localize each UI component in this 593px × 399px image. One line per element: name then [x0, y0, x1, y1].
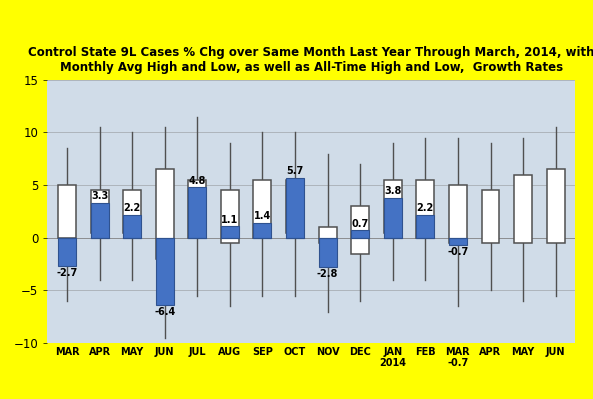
Bar [123, 190, 141, 233]
Text: -2.7: -2.7 [56, 268, 78, 278]
Text: -6.4: -6.4 [154, 307, 176, 317]
Bar [253, 180, 272, 238]
Bar [91, 190, 109, 233]
Text: APR: APR [88, 348, 111, 358]
Text: 2.2: 2.2 [123, 203, 141, 213]
Text: 2.2: 2.2 [417, 203, 434, 213]
Bar [351, 231, 369, 238]
Bar [189, 187, 206, 238]
Bar [156, 238, 174, 305]
Text: APR: APR [480, 348, 502, 358]
Bar [58, 185, 76, 238]
Text: JUN: JUN [155, 348, 174, 358]
Bar [221, 226, 239, 238]
Bar [318, 238, 337, 267]
Text: OCT: OCT [284, 348, 306, 358]
Text: 3.3: 3.3 [91, 192, 108, 201]
Bar [384, 180, 401, 233]
Bar [416, 215, 434, 238]
Bar [351, 206, 369, 254]
Text: 1.4: 1.4 [254, 211, 271, 221]
Bar [253, 223, 272, 238]
Text: AUG: AUG [218, 348, 241, 358]
Bar [449, 185, 467, 243]
Text: FEB: FEB [415, 348, 436, 358]
Bar [58, 238, 76, 266]
Text: JUN: JUN [546, 348, 565, 358]
Bar [286, 178, 304, 238]
Text: 0.7: 0.7 [352, 219, 369, 229]
Bar [286, 180, 304, 233]
Text: NOV: NOV [316, 348, 339, 358]
Text: -0.7: -0.7 [447, 247, 468, 257]
Bar [189, 180, 206, 238]
Bar [482, 190, 499, 243]
Bar [91, 203, 109, 238]
Text: MAR
-0.7: MAR -0.7 [445, 348, 470, 368]
Text: 3.8: 3.8 [384, 186, 401, 196]
Bar [123, 215, 141, 238]
Text: MAR: MAR [55, 348, 79, 358]
Bar [547, 169, 565, 243]
Text: MAY: MAY [120, 348, 144, 358]
Text: JUL: JUL [189, 348, 206, 358]
Bar [221, 190, 239, 243]
Text: 5.7: 5.7 [286, 166, 304, 176]
Text: 4.8: 4.8 [189, 176, 206, 186]
Bar [416, 180, 434, 238]
Text: MAY: MAY [511, 348, 535, 358]
Text: -2.8: -2.8 [317, 269, 338, 279]
Text: SEP: SEP [252, 348, 273, 358]
Bar [156, 169, 174, 259]
Text: DEC: DEC [349, 348, 371, 358]
Bar [514, 175, 532, 243]
Title: Control State 9L Cases % Chg over Same Month Last Year Through March, 2014, with: Control State 9L Cases % Chg over Same M… [28, 46, 593, 75]
Bar [449, 238, 467, 245]
Bar [384, 198, 401, 238]
Bar [318, 227, 337, 243]
Text: JAN
2014: JAN 2014 [380, 348, 406, 368]
Text: 1.1: 1.1 [221, 215, 238, 225]
